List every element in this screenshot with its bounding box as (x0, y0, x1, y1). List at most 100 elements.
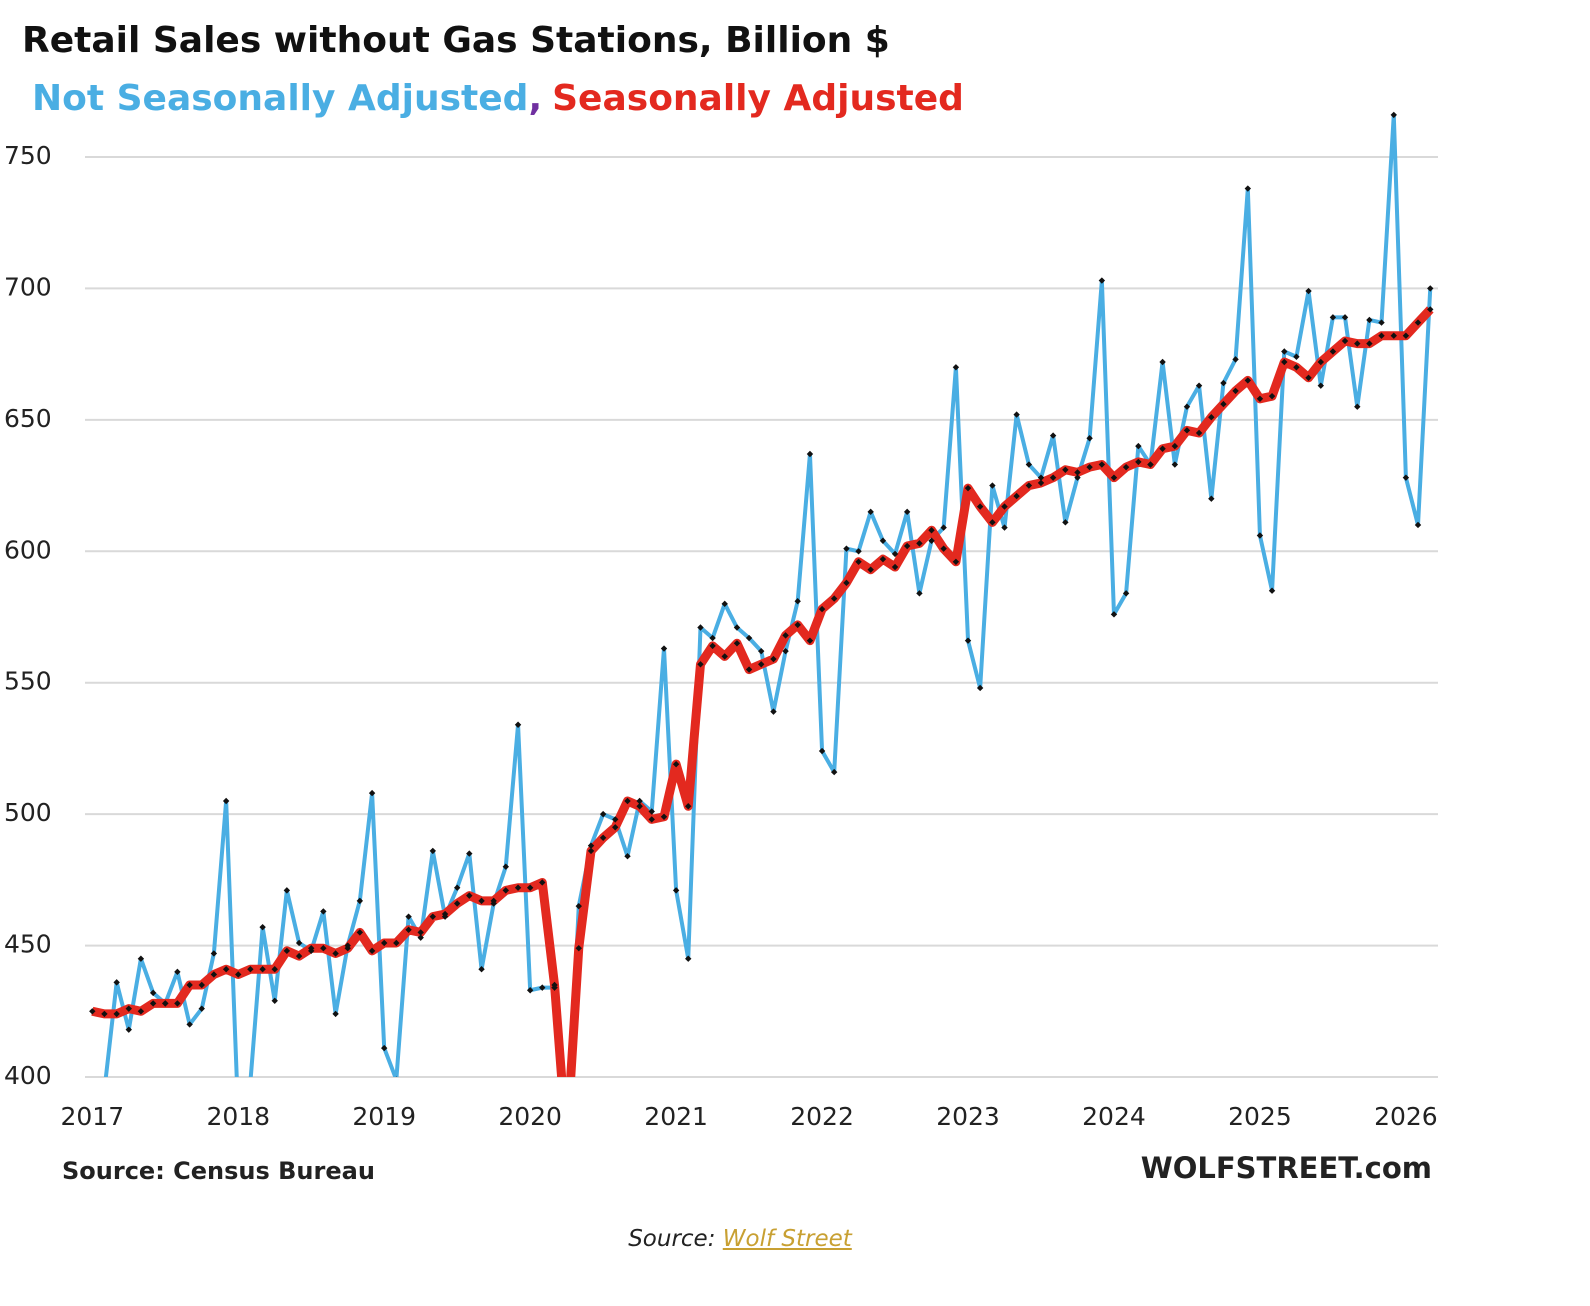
data-point (952, 558, 960, 565)
data-point (539, 984, 546, 991)
data-point (1037, 479, 1045, 487)
data-point (721, 600, 728, 608)
data-point (721, 653, 728, 660)
data-point (599, 810, 607, 818)
data-point (916, 590, 923, 597)
data-point (526, 884, 534, 891)
data-point (648, 808, 655, 815)
data-point (332, 1010, 339, 1018)
data-point (1049, 474, 1057, 481)
data-point (612, 816, 619, 823)
data-point (806, 450, 814, 458)
data-point (1220, 379, 1227, 387)
data-point (1402, 332, 1410, 339)
data-point (1390, 111, 1397, 119)
data-point (466, 850, 473, 857)
y-tick-label: 600 (4, 535, 52, 564)
data-point (1305, 287, 1312, 295)
data-point (1171, 461, 1179, 468)
data-point (563, 1140, 569, 1146)
data-point (1122, 463, 1130, 471)
data-point (952, 364, 960, 371)
data-point (1183, 427, 1191, 434)
legend-separator: , (528, 78, 542, 119)
data-point (855, 558, 862, 565)
data-point (149, 1000, 157, 1007)
data-point (1341, 314, 1349, 321)
data-point (1366, 316, 1373, 324)
data-point (1049, 432, 1057, 439)
data-point (1110, 474, 1118, 481)
data-point (709, 642, 716, 650)
x-tick-label: 2023 (936, 1102, 1000, 1131)
data-point (137, 1008, 145, 1015)
data-point (733, 624, 741, 631)
data-point (928, 537, 935, 544)
data-point (405, 926, 412, 933)
data-point (259, 923, 266, 931)
data-point (429, 913, 437, 920)
data-point (113, 1010, 120, 1018)
data-point (1281, 358, 1288, 366)
grid: 400 450 500 550 600 650 700 750 2017 2018 2019 2020… (4, 141, 1438, 1131)
data-point (539, 879, 546, 886)
data-point (916, 540, 923, 547)
data-point (1427, 285, 1434, 292)
data-point (1062, 519, 1069, 526)
data-point (344, 944, 351, 952)
source-note: Source: Census Bureau (62, 1157, 375, 1185)
data-point (770, 708, 777, 715)
data-point (514, 884, 522, 891)
data-point (1195, 429, 1203, 437)
data-point (855, 548, 862, 555)
caption-link[interactable]: Wolf Street (722, 1226, 852, 1252)
chart-title: Retail Sales without Gas Stations, Billi… (22, 20, 890, 61)
data-point (1341, 337, 1349, 345)
data-point (879, 537, 887, 544)
data-point (782, 647, 789, 655)
data-point (587, 842, 595, 849)
data-point (271, 997, 278, 1004)
data-point (271, 966, 278, 973)
data-point (283, 887, 291, 894)
data-point (794, 621, 801, 629)
x-tick-label: 2025 (1228, 1102, 1292, 1131)
data-point (891, 550, 899, 558)
data-point (1427, 306, 1434, 313)
data-point (125, 1005, 132, 1012)
data-point (697, 661, 704, 668)
data-point (1122, 590, 1130, 597)
data-point (1110, 611, 1118, 618)
data-point (976, 503, 984, 510)
data-point (1414, 521, 1422, 529)
data-point (1098, 277, 1106, 284)
data-point (320, 944, 327, 952)
data-point (453, 900, 461, 907)
data-point (198, 981, 205, 989)
data-point (526, 987, 534, 994)
data-point (672, 760, 680, 768)
data-point (368, 789, 376, 797)
data-point (599, 834, 607, 841)
data-point (770, 655, 777, 663)
data-point (660, 645, 668, 652)
data-point (514, 721, 522, 728)
data-point (198, 1005, 205, 1012)
data-point (758, 647, 765, 655)
data-point (1086, 435, 1093, 442)
data-point (697, 624, 704, 631)
data-point (1281, 348, 1288, 355)
data-point (903, 508, 911, 516)
x-tick-label: 2019 (352, 1102, 416, 1131)
data-point (830, 768, 838, 776)
data-point (1208, 414, 1215, 421)
data-point (1001, 524, 1008, 531)
data-point (259, 966, 266, 973)
data-point (1293, 364, 1300, 371)
x-tick-label: 2020 (498, 1102, 562, 1131)
series-line (91, 306, 1434, 1077)
x-tick-label: 2026 (1374, 1102, 1438, 1131)
y-tick-label: 650 (4, 404, 52, 433)
data-point (381, 1044, 388, 1052)
data-point (393, 939, 400, 947)
